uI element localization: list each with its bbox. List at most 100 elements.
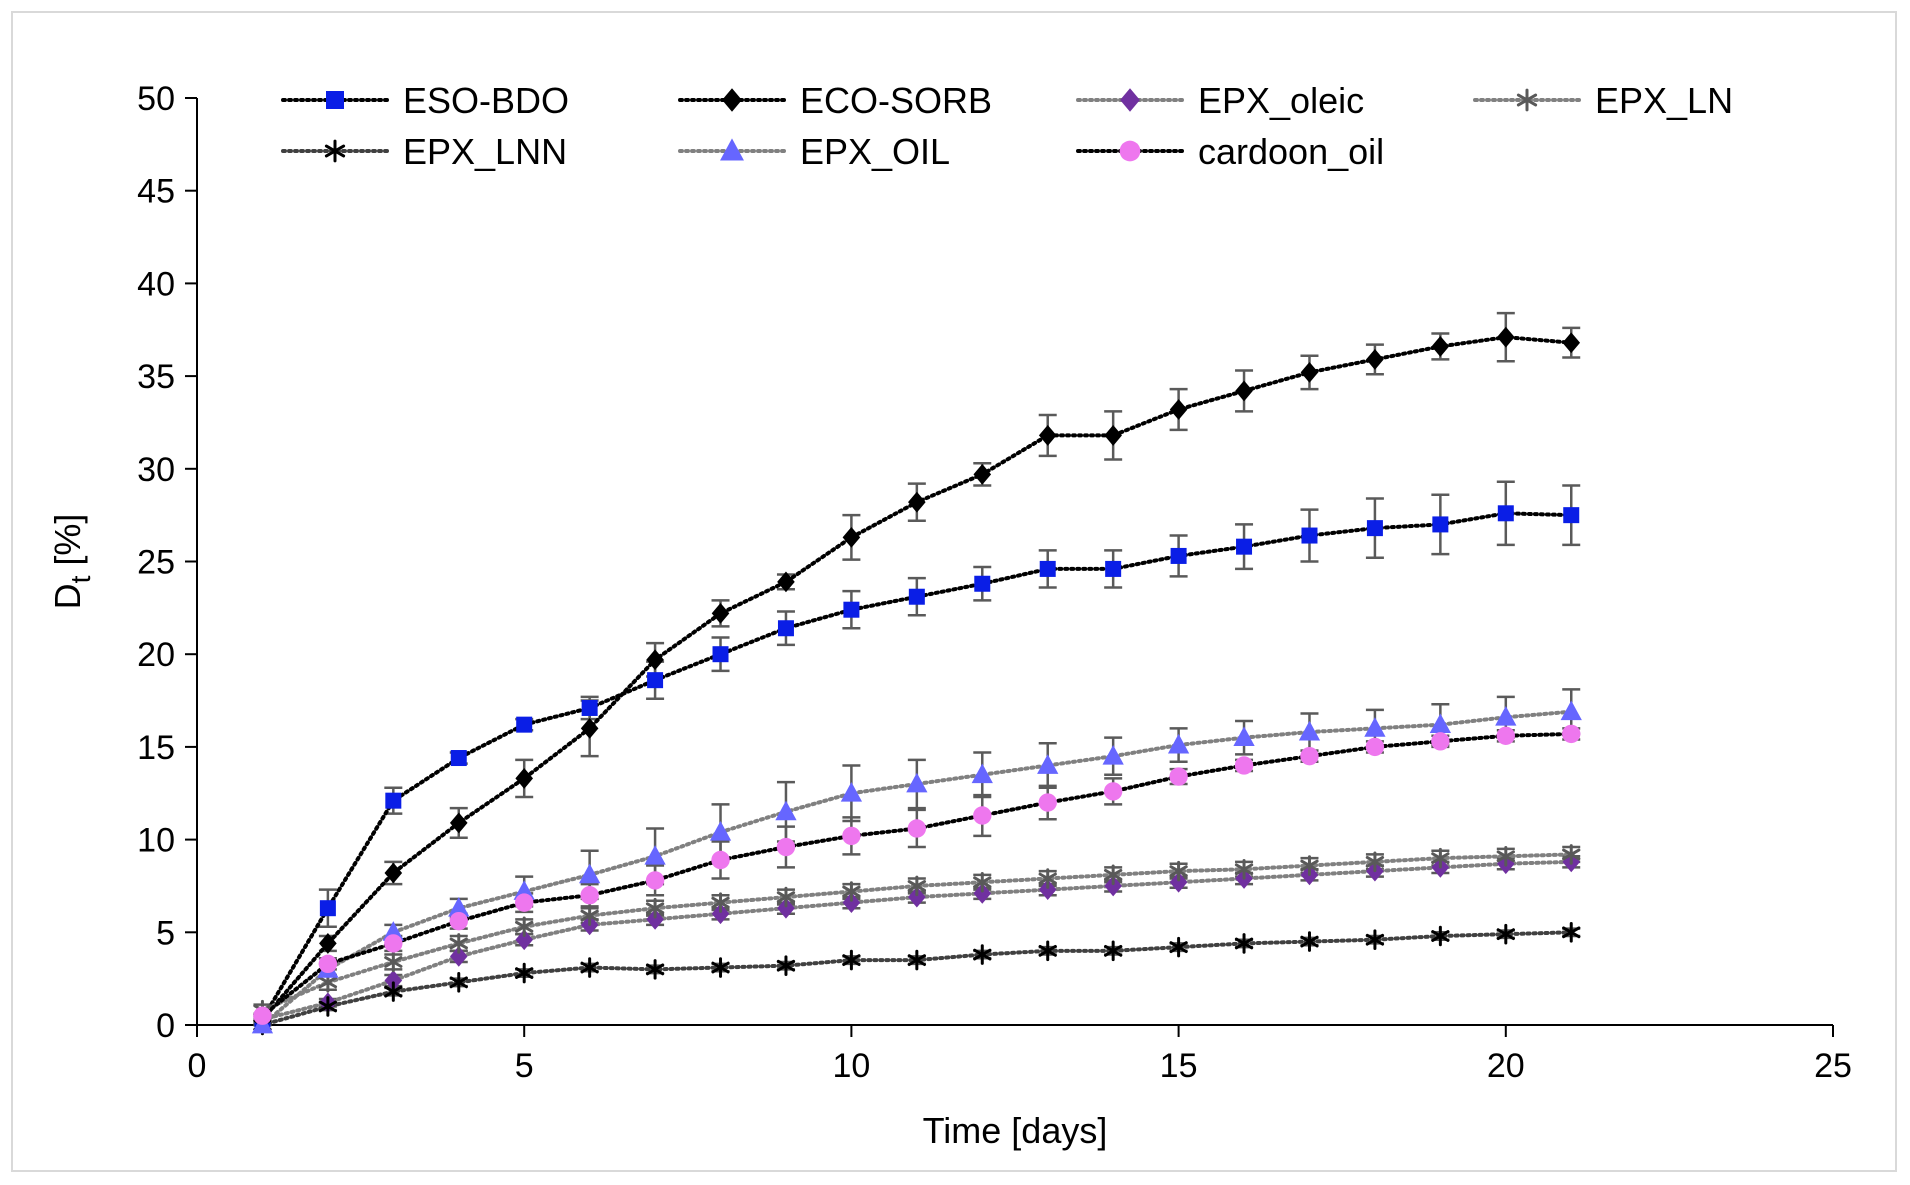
- data-point-cardoon-oil: [1234, 756, 1254, 775]
- asterisk-stroke: [1300, 859, 1319, 872]
- data-point-epx-lnn: [449, 972, 468, 993]
- asterisk-stroke: [384, 985, 403, 998]
- data-point-eco-sorb: [1038, 425, 1057, 446]
- legend-label: EPX_LNN: [403, 131, 567, 172]
- data-point-epx-oleic: [384, 970, 403, 991]
- asterisk-stroke: [1431, 852, 1450, 865]
- asterisk-stroke: [1496, 850, 1515, 863]
- data-point-epx-oil: [1233, 726, 1255, 747]
- legend-marker: [326, 91, 344, 109]
- data-point-epx-lnn: [1496, 923, 1515, 945]
- data-point-epx-oleic: [908, 886, 926, 908]
- data-point-epx-oleic: [842, 892, 861, 914]
- data-point-eso-bdo: [1236, 538, 1253, 555]
- data-point-epx-ln: [1104, 864, 1123, 886]
- data-point-cardoon-oil: [1103, 782, 1123, 801]
- asterisk-stroke: [1234, 863, 1254, 876]
- data-point-eco-sorb: [1169, 399, 1188, 420]
- data-point-epx-ln: [580, 905, 599, 926]
- data-point-eco-sorb: [711, 603, 730, 624]
- data-point-eso-bdo: [319, 900, 336, 917]
- data-point-epx-ln: [384, 951, 403, 973]
- data-point-epx-ln: [907, 875, 926, 897]
- asterisk-stroke: [1104, 868, 1123, 881]
- asterisk-stroke: [907, 880, 926, 892]
- data-point-cardoon-oil: [1169, 767, 1188, 786]
- y-axis-title-rest: [%]: [47, 514, 88, 576]
- data-point-epx-oleic: [973, 882, 992, 904]
- data-point-eco-sorb: [1300, 361, 1319, 383]
- legend-item-eco-sorb: ECO-SORB: [678, 80, 992, 121]
- legend-label: cardoon_oil: [1198, 131, 1384, 172]
- data-point-eco-sorb: [515, 768, 533, 789]
- y-axis-title-subscript: t: [65, 575, 96, 583]
- data-point-eso-bdo: [385, 792, 402, 809]
- data-point-cardoon-oil: [318, 954, 338, 974]
- asterisk-stroke: [645, 963, 665, 976]
- data-point-epx-lnn: [1038, 940, 1057, 962]
- asterisk-stroke: [1169, 941, 1188, 954]
- data-point-cardoon-oil: [1300, 746, 1319, 766]
- data-point-cardoon-oil: [1038, 793, 1057, 812]
- legend-item-epx-ln: EPX_LN: [1473, 80, 1733, 121]
- data-point-eco-sorb: [1497, 326, 1515, 348]
- data-point-epx-oil: [1495, 706, 1517, 726]
- data-point-epx-oleic: [646, 908, 664, 930]
- data-point-eco-sorb: [1235, 380, 1253, 402]
- asterisk-stroke: [973, 876, 992, 889]
- data-point-eso-bdo: [1432, 516, 1449, 533]
- data-point-epx-oil: [513, 880, 535, 900]
- data-point-epx-ln: [973, 871, 992, 893]
- data-point-cardoon-oil: [253, 1006, 272, 1025]
- asterisk-stroke: [318, 976, 338, 989]
- legend-label: EPX_oleic: [1198, 80, 1364, 121]
- legend-marker: [722, 88, 742, 112]
- data-point-epx-lnn: [1365, 929, 1385, 951]
- data-point-epx-lnn: [711, 957, 730, 978]
- asterisk-stroke: [324, 144, 346, 158]
- y-tick-label: 40: [137, 265, 175, 303]
- data-point-epx-lnn: [1300, 931, 1319, 952]
- data-point-eco-sorb: [319, 933, 337, 954]
- data-point-cardoon-oil: [384, 934, 403, 953]
- data-point-epx-ln: [1234, 858, 1254, 880]
- data-point-epx-lnn: [842, 949, 861, 971]
- legend-marker: [720, 138, 744, 161]
- data-point-epx-ln: [1562, 844, 1581, 865]
- asterisk-stroke: [645, 902, 665, 915]
- y-tick-label: 50: [137, 80, 175, 118]
- y-tick-label: 15: [137, 729, 175, 767]
- data-point-epx-oleic: [711, 903, 730, 925]
- data-point-epx-lnn: [1169, 936, 1188, 958]
- legend-label: ESO-BDO: [403, 80, 569, 121]
- data-point-epx-oleic: [1038, 879, 1057, 901]
- legend-marker: [1119, 140, 1141, 162]
- asterisk-stroke: [711, 896, 730, 909]
- x-tick-label: 0: [188, 1047, 207, 1085]
- x-tick-label: 5: [515, 1047, 534, 1085]
- axes: 0 5 10 15 20 25 30 35 40 45 50 0 5 10 15 20 25: [137, 80, 1852, 1085]
- data-point-cardoon-oil: [1365, 737, 1385, 757]
- asterisk-stroke: [318, 1000, 338, 1013]
- legend-marker: [1120, 88, 1140, 112]
- data-point-cardoon-oil: [1431, 732, 1450, 751]
- data-point-cardoon-oil: [711, 850, 730, 870]
- y-tick-label: 25: [137, 544, 175, 582]
- data-point-epx-oleic: [777, 897, 795, 919]
- data-point-epx-ln: [711, 892, 730, 913]
- asterisk-stroke: [449, 976, 468, 989]
- data-point-cardoon-oil: [645, 871, 665, 890]
- data-point-epx-lnn: [645, 959, 665, 980]
- x-tick-label: 25: [1814, 1047, 1852, 1085]
- data-point-eco-sorb: [1562, 332, 1581, 354]
- data-point-cardoon-oil: [1562, 724, 1581, 744]
- data-point-epx-lnn: [384, 981, 403, 1002]
- data-point-epx-oil: [1298, 720, 1321, 741]
- legend-item-epx-oleic: EPX_oleic: [1076, 80, 1364, 121]
- data-point-cardoon-oil: [515, 893, 534, 912]
- x-tick-label: 20: [1487, 1047, 1525, 1085]
- data-point-epx-lnn: [973, 944, 992, 965]
- data-point-epx-oleic: [1169, 871, 1188, 893]
- legend-marker: [1516, 88, 1538, 112]
